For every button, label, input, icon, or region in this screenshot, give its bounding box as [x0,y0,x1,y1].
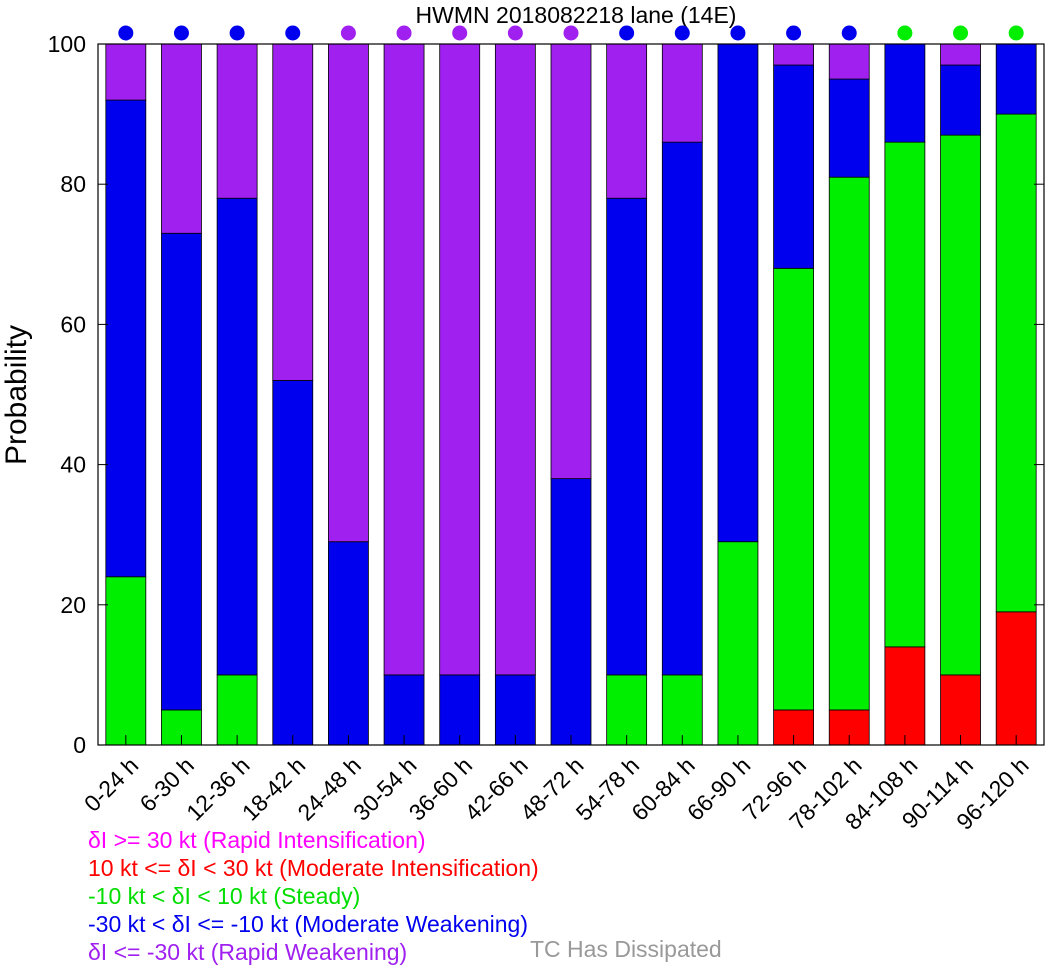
bar-segment-rw-8 [494,43,536,676]
bar-segment-st-10 [606,674,648,746]
bar-segment-rw-16 [940,43,981,66]
category-dot-10 [619,25,635,41]
bar-segment-rw-2 [161,43,202,234]
category-dot-4 [285,25,301,41]
bars-layer [105,43,1037,746]
category-dot-9 [563,25,579,41]
bar-segment-mw-13 [773,64,814,269]
category-dot-3 [229,25,245,41]
y-tick-label-0: 0 [73,732,86,758]
category-dot-1 [118,25,134,41]
bar-segment-st-17 [995,113,1037,613]
bar-segment-mw-3 [216,197,258,676]
category-dot-2 [173,25,189,41]
category-dot-8 [507,25,523,41]
bar-segment-rw-4 [272,43,314,381]
bar-segment-mi-15 [884,646,926,746]
category-dot-5 [340,25,356,41]
bar-segment-mw-10 [606,197,648,676]
y-tick-label-5: 100 [48,31,86,57]
bar-segment-st-3 [216,674,258,746]
bar-segment-st-1 [105,576,147,746]
category-dot-7 [452,25,468,41]
legend: δI >= 30 kt (Rapid Intensification) 10 k… [88,826,539,966]
bar-segment-mw-8 [494,674,536,746]
y-tick-label-2: 40 [60,452,86,478]
legend-moderate-intensification: 10 kt <= δI < 30 kt (Moderate Intensific… [88,855,539,881]
category-dot-12 [730,25,746,41]
x-tick-label-1: 0-24 h [79,752,144,817]
bar-segment-mw-11 [661,141,703,676]
bar-segment-mw-9 [550,478,592,746]
y-tick-label-4: 80 [60,171,86,197]
bar-segment-mw-17 [995,43,1037,115]
y-tick-label-1: 20 [60,592,86,618]
bar-segment-mw-12 [717,43,759,543]
bar-segment-st-12 [717,541,759,746]
bar-segment-mw-15 [884,43,926,143]
legend-rapid-intensification: δI >= 30 kt (Rapid Intensification) [88,827,426,853]
bar-segment-rw-5 [328,43,369,543]
y-axis-label: Probability [0,325,33,465]
bar-segment-mw-5 [328,541,369,746]
legend-rapid-weakening: δI <= -30 kt (Rapid Weakening) [88,939,408,965]
bar-segment-mi-17 [995,611,1037,746]
bar-segment-mw-4 [272,380,314,746]
legend-dissipated: TC Has Dissipated [530,936,722,962]
category-dot-16 [953,25,969,41]
bar-segment-rw-14 [828,43,870,80]
category-dot-15 [897,25,913,41]
legend-steady: -10 kt < δI < 10 kt (Steady) [88,883,361,909]
category-dots-layer [118,25,1024,41]
probability-chart: HWMN 2018082218 lane (14E) Probability 0… [0,2,1045,830]
bar-segment-rw-11 [661,43,703,143]
bar-segment-st-13 [773,267,814,711]
bar-segment-st-16 [940,134,981,676]
bar-segment-rw-7 [439,43,481,676]
legend-moderate-weakening: -30 kt < δI <= -10 kt (Moderate Weakenin… [88,911,529,937]
bar-segment-rw-3 [216,43,258,199]
category-dot-13 [786,25,802,41]
bar-segment-st-14 [828,176,870,711]
bar-segment-mw-7 [439,674,481,746]
bar-segment-mw-14 [828,78,870,178]
bar-segment-st-11 [661,674,703,746]
bar-segment-rw-10 [606,43,648,199]
y-axis: 0 20 40 60 80 100 [48,31,1044,758]
bar-segment-rw-6 [383,43,425,676]
category-dot-11 [674,25,690,41]
category-dot-17 [1008,25,1024,41]
bar-segment-rw-1 [105,43,147,101]
category-dot-6 [396,25,412,41]
x-axis: 0-24 h6-30 h12-36 h18-42 h24-48 h30-54 h… [79,735,1034,830]
bar-segment-st-15 [884,141,926,648]
y-tick-label-3: 60 [60,311,86,337]
bar-segment-mw-1 [105,99,147,578]
bar-segment-mw-2 [161,232,202,711]
chart-title: HWMN 2018082218 lane (14E) [416,2,737,28]
bar-segment-rw-9 [550,43,592,480]
bar-segment-mi-16 [940,674,981,746]
bar-segment-mw-6 [383,674,425,746]
bar-segment-mw-16 [940,64,981,136]
bar-segment-rw-13 [773,43,814,66]
category-dot-14 [841,25,857,41]
